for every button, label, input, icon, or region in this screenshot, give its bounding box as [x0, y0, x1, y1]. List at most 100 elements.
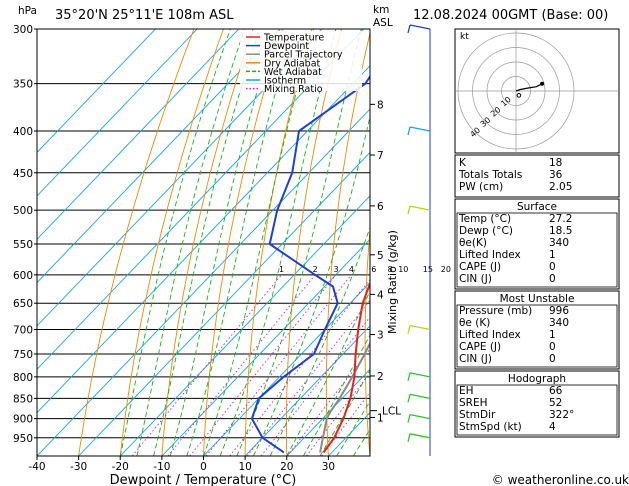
km-tick-label: 6: [377, 201, 384, 213]
km-tick-label: 7: [377, 150, 384, 162]
most-unstable-label: Lifted Index: [459, 329, 521, 341]
mixing-ratio-line: [260, 316, 370, 456]
wet-adiabat-line: [203, 29, 315, 456]
isotherm-line: [161, 238, 370, 456]
wet-adiabat-line: [303, 334, 370, 456]
parcel-trajectory-line: [319, 341, 370, 453]
datetime-title: 12.08.2024 00GMT (Base: 00): [413, 8, 608, 23]
dry-adiabat-line: [244, 29, 313, 456]
hodograph-table-inner: [456, 384, 618, 436]
dry-adiabat-line: [119, 29, 224, 456]
wind-barb-staff: [409, 126, 431, 132]
profile-lines: [250, 74, 370, 454]
lcl-label: LCL: [382, 406, 401, 418]
surface-label: θe(K): [459, 237, 487, 249]
most-unstable-value: 1: [549, 329, 556, 341]
wind-barb-staff: [409, 205, 431, 211]
height-unit-label: km: [373, 4, 389, 16]
wind-barb-flag: [407, 394, 411, 403]
location-title: 35°20'N 25°11'E 108m ASL: [55, 8, 234, 23]
stats-value: 18: [549, 157, 562, 169]
surface-label: Temp (°C): [458, 213, 511, 225]
wind-barb: [407, 205, 431, 215]
mixing-ratio-line: [246, 299, 370, 456]
background-lines: [37, 29, 431, 456]
wind-barb: [407, 372, 431, 382]
wet-adiabat-line: [136, 29, 246, 456]
km-tick-label: 3: [377, 330, 384, 342]
hodograph-endpoint: [540, 81, 545, 86]
temperature-tick-label: 10: [238, 461, 251, 473]
mixing-ratio-label: 15: [423, 265, 433, 274]
wind-barb: [407, 24, 431, 34]
pressure-unit-label: hPa: [18, 5, 37, 17]
pressure-tick-label: 600: [13, 270, 33, 282]
x-axis-label: Dewpoint / Temperature (°C): [110, 473, 297, 486]
km-tick-label: 4: [377, 289, 384, 301]
stats-label: K: [459, 157, 467, 169]
pressure-tick-label: 900: [13, 414, 33, 426]
surface-value: 340: [549, 237, 569, 249]
most-unstable-label: CIN (J): [459, 353, 492, 365]
footer-credit: © weatheronline.co.uk: [492, 473, 629, 486]
stats-value: 36: [549, 169, 563, 181]
dry-adiabat-line: [78, 29, 195, 456]
wind-barb-flag: [407, 24, 411, 34]
hodograph-table-value: 52: [549, 397, 562, 409]
wet-adiabat-line: [252, 114, 370, 456]
most-unstable-value: 0: [549, 353, 556, 365]
mixing-ratio-line: [167, 274, 316, 456]
most-unstable-label: CAPE (J): [459, 341, 501, 353]
isotherm-line: [37, 29, 281, 284]
surface-value: 27.2: [549, 213, 572, 225]
legend-entry: Mixing Ratio: [264, 84, 323, 95]
legend-entry: Dewpoint: [264, 41, 309, 52]
isotherm-line: [37, 29, 323, 327]
axes: 3003504004505005506006507007508008509009…: [13, 24, 335, 473]
hodograph-unit-label: kt: [460, 32, 469, 42]
wind-barb-staff: [409, 413, 431, 420]
temperature-tick-label: 30: [322, 461, 335, 473]
isotherm-line: [37, 29, 156, 154]
hodograph-table-value: 4: [549, 421, 556, 433]
most-unstable-value: 340: [549, 317, 569, 329]
isotherm-line: [37, 29, 198, 197]
surface-label: CAPE (J): [459, 261, 501, 273]
km-tick-label: 1: [377, 412, 384, 424]
pressure-tick-label: 300: [13, 24, 33, 36]
hodograph-table-label: EH: [459, 385, 474, 397]
wind-barb: [407, 324, 431, 334]
stats-label: PW (cm): [459, 181, 503, 193]
km-tick-label: 5: [377, 250, 384, 262]
wet-adiabat-line: [336, 400, 370, 456]
pressure-tick-label: 350: [13, 79, 33, 91]
legend-entry: Isotherm: [264, 76, 306, 87]
most-unstable-label: θe (K): [459, 317, 490, 329]
surface-label: CIN (J): [459, 273, 492, 285]
pressure-tick-label: 800: [13, 372, 33, 384]
wind-barb-flag: [407, 414, 411, 423]
legend-entry: Wet Adiabat: [264, 67, 322, 78]
mixing-ratio-label: 6: [371, 265, 376, 274]
wind-barb: [407, 433, 431, 442]
wet-adiabat-line: [219, 29, 337, 456]
height-unit-label-asl: ASL: [373, 17, 393, 29]
dry-adiabat-line: [403, 29, 431, 456]
most-unstable-label: Pressure (mb): [459, 305, 532, 317]
wind-barb-flag: [407, 433, 411, 442]
temperature-tick-label: -40: [28, 461, 45, 473]
mixing-ratio-labels: 12346810152025: [279, 265, 465, 274]
surface-value: 0: [549, 261, 556, 273]
wind-barb-staff: [409, 433, 431, 439]
most-unstable-table: [454, 290, 620, 370]
temperature-line: [322, 280, 370, 453]
mixing-ratio-line: [229, 278, 370, 456]
temperature-tick-label: 0: [200, 461, 207, 473]
isotherm-line: [37, 29, 240, 240]
hodograph-ring: [457, 32, 575, 150]
hodograph-ring: [472, 47, 560, 135]
legend-entry: Temperature: [263, 33, 324, 44]
isotherm-line: [78, 151, 370, 456]
